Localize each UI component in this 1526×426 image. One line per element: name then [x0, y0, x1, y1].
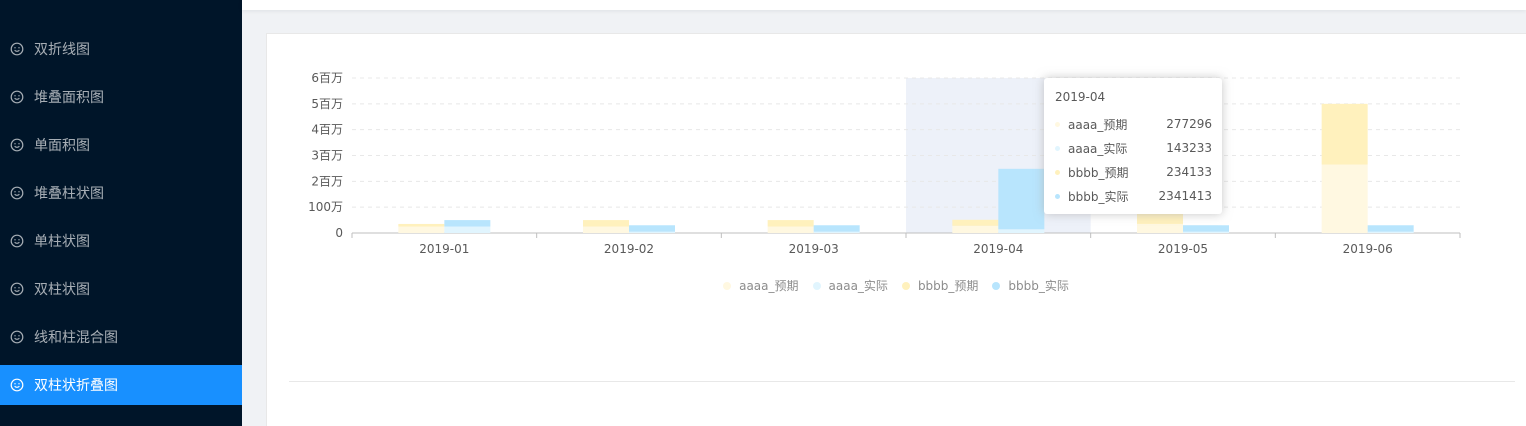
x-tick-label: 2019-03 [789, 242, 839, 256]
tooltip-row: aaaa_预期 277296 [1055, 112, 1212, 136]
smile-icon [10, 186, 24, 200]
sidebar-item-label: 单面积图 [34, 138, 90, 154]
bar [1367, 225, 1414, 232]
tooltip-row: aaaa_实际 143233 [1055, 136, 1212, 160]
bar [952, 225, 999, 233]
sidebar-item-6[interactable]: 双柱状图 [0, 269, 242, 309]
bar [767, 220, 814, 227]
sidebar-item-label: 堆叠柱状图 [34, 186, 104, 202]
smile-icon [10, 42, 24, 56]
y-tick-label: 5百万 [311, 97, 343, 111]
sidebar-item-label: 双柱状折叠图 [34, 378, 118, 394]
sidebar-item-3[interactable]: 单面积图 [0, 125, 242, 165]
smile-icon [10, 378, 24, 392]
legend-item[interactable]: bbbb_预期 [901, 277, 979, 294]
x-tick-label: 2019-01 [419, 242, 469, 256]
bar [583, 220, 629, 227]
legend-marker [812, 281, 821, 290]
y-tick-label: 4百万 [311, 123, 343, 137]
smile-icon [10, 90, 24, 104]
y-tick-label: 6百万 [311, 71, 343, 85]
tooltip-value: 143233 [1166, 141, 1212, 155]
chart-legend: aaaa_预期 aaaa_实际 bbbb_预期 bbbb_实际 [266, 277, 1526, 294]
x-tick-label: 2019-04 [973, 242, 1023, 256]
y-tick-label: 100万 [308, 200, 343, 214]
sidebar-item-label: 双柱状图 [34, 282, 90, 298]
legend-label: aaaa_实际 [828, 279, 888, 293]
x-tick-label: 2019-02 [604, 242, 654, 256]
top-header [242, 0, 1526, 10]
sidebar-item-2[interactable]: 堆叠面积图 [0, 77, 242, 117]
x-tick-label: 2019-06 [1343, 242, 1393, 256]
bar [998, 168, 1045, 230]
bar [629, 225, 675, 232]
tooltip-value: 234133 [1166, 165, 1212, 179]
tooltip-series-name: bbbb_预期 [1068, 165, 1129, 180]
y-tick-label: 0 [335, 226, 343, 240]
sidebar-item-label: 堆叠面积图 [34, 90, 104, 106]
sidebar: 双折线图堆叠面积图单面积图堆叠柱状图单柱状图双柱状图线和柱混合图 双柱状折叠图 [0, 0, 242, 426]
tooltip-row: bbbb_预期 234133 [1055, 160, 1212, 184]
tooltip-value: 277296 [1166, 117, 1212, 131]
smile-icon [10, 330, 24, 344]
legend-item[interactable]: aaaa_预期 [723, 277, 799, 294]
tooltip-title: 2019-04 [1055, 90, 1106, 104]
bar [444, 220, 491, 227]
sidebar-item-7[interactable]: 线和柱混合图 [0, 317, 242, 357]
card-divider [289, 381, 1515, 382]
sidebar-item-label: 双折线图 [34, 42, 90, 58]
bar [1137, 223, 1183, 233]
sidebar-item-1[interactable]: 双折线图 [0, 29, 242, 69]
tooltip-marker [1055, 169, 1060, 175]
y-tick-label: 2百万 [311, 174, 343, 188]
bar [767, 226, 814, 233]
legend-marker [901, 281, 910, 290]
smile-icon [10, 282, 24, 296]
bar [998, 229, 1045, 233]
chart-tooltip: 2019-04 aaaa_预期 277296 aaaa_实际 143233 bbbb_预… [1044, 78, 1222, 214]
legend-label: bbbb_预期 [917, 279, 979, 293]
legend-label: bbbb_实际 [1008, 279, 1069, 293]
tooltip-marker [1055, 193, 1060, 199]
smile-icon [10, 234, 24, 248]
bar [1321, 103, 1368, 165]
legend-item[interactable]: bbbb_实际 [992, 277, 1069, 294]
sidebar-item-4[interactable]: 堆叠柱状图 [0, 173, 242, 213]
bar [444, 226, 491, 233]
bar [629, 231, 675, 233]
tooltip-series-name: bbbb_实际 [1068, 189, 1129, 204]
bar [1183, 231, 1229, 233]
tooltip-series-name: aaaa_预期 [1068, 117, 1128, 132]
sidebar-item-8[interactable]: 双柱状折叠图 [0, 365, 242, 405]
bar [398, 226, 445, 233]
sidebar-item-5[interactable]: 单柱状图 [0, 221, 242, 261]
sidebar-item-label: 单柱状图 [34, 234, 90, 250]
legend-marker [992, 281, 1001, 290]
tooltip-row: bbbb_实际 2341413 [1055, 184, 1212, 208]
legend-marker [723, 281, 732, 290]
x-tick-label: 2019-05 [1158, 242, 1208, 256]
bar [813, 225, 860, 232]
tooltip-marker [1055, 145, 1060, 151]
y-tick-label: 3百万 [311, 149, 343, 163]
bar [1367, 231, 1414, 233]
bar [1183, 225, 1229, 232]
bar [1321, 164, 1368, 233]
bar [583, 226, 629, 233]
sidebar-item-label: 线和柱混合图 [34, 330, 118, 346]
tooltip-series-name: aaaa_实际 [1068, 141, 1128, 156]
smile-icon [10, 138, 24, 152]
legend-label: aaaa_预期 [739, 279, 799, 293]
bar [952, 219, 999, 226]
bar [398, 223, 445, 227]
tooltip-marker [1055, 121, 1060, 127]
bar [813, 231, 860, 233]
tooltip-value: 2341413 [1158, 189, 1212, 203]
legend-item[interactable]: aaaa_实际 [812, 277, 888, 294]
